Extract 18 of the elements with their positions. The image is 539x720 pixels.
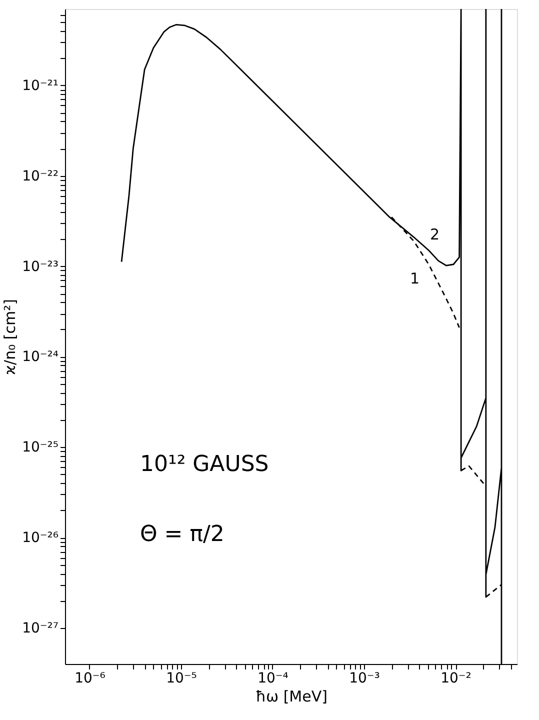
x-tick-label: 10⁻⁵ <box>166 670 197 686</box>
y-tick-label: 10⁻²¹ <box>22 78 58 94</box>
series-label: 2 <box>430 225 440 244</box>
y-tick-label: 10⁻²² <box>22 168 58 184</box>
annotation: 10¹² GAUSS <box>140 452 269 477</box>
y-tick-label: 10⁻²³ <box>22 258 58 275</box>
y-axis-title: ϰ/n₀ [cm²] <box>1 299 20 375</box>
y-tick-label: 10⁻²⁵ <box>22 440 58 456</box>
x-tick-label: 10⁻⁶ <box>74 670 106 686</box>
x-tick-label: 10⁻³ <box>349 670 380 686</box>
y-tick-label: 10⁻²⁴ <box>22 349 59 366</box>
x-tick-label: 10⁻² <box>440 670 472 686</box>
y-tick-label: 10⁻²⁷ <box>22 620 58 637</box>
annotation: Θ = π/2 <box>140 522 224 547</box>
x-tick-label: 10⁻⁴ <box>258 670 289 686</box>
series-label: 1 <box>410 269 420 288</box>
y-tick-label: 10⁻²⁶ <box>22 530 59 546</box>
x-axis-title: ħω [MeV] <box>256 688 328 706</box>
